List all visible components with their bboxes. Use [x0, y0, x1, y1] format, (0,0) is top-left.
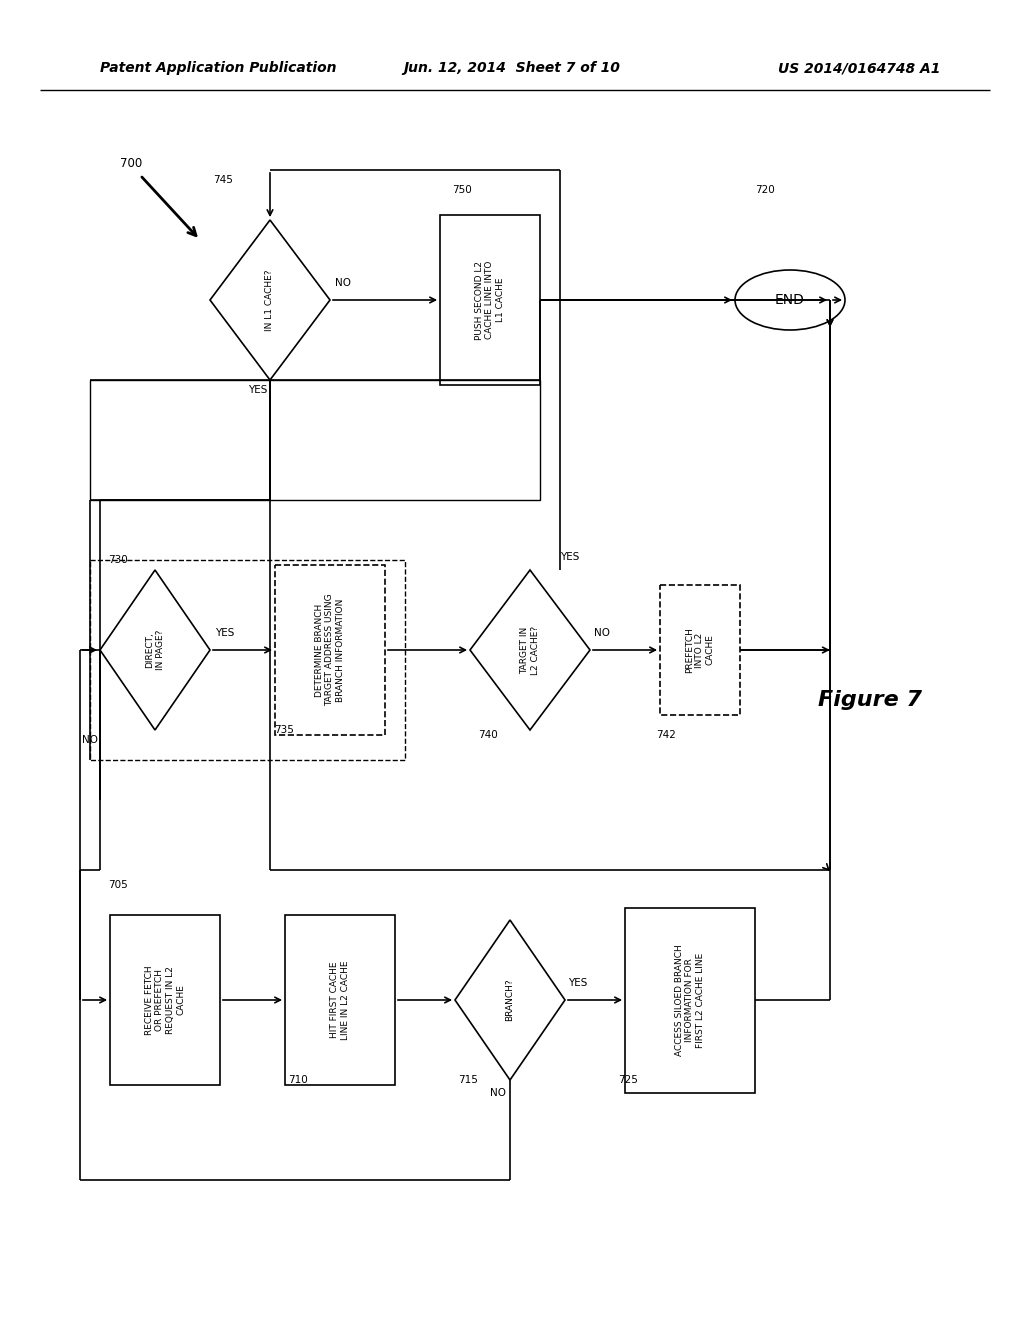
Text: YES: YES: [568, 978, 588, 987]
Text: RECEIVE FETCH
OR PREFETCH
REQUEST IN L2
CACHE: RECEIVE FETCH OR PREFETCH REQUEST IN L2 …: [145, 965, 185, 1035]
Text: 700: 700: [120, 157, 142, 170]
Text: DETERMINE BRANCH
TARGET ADDRESS USING
BRANCH INFORMATION: DETERMINE BRANCH TARGET ADDRESS USING BR…: [315, 594, 345, 706]
Text: DIRECT,
IN PAGE?: DIRECT, IN PAGE?: [145, 630, 165, 671]
Text: 730: 730: [108, 554, 128, 565]
Text: US 2014/0164748 A1: US 2014/0164748 A1: [777, 61, 940, 75]
Text: 720: 720: [755, 185, 775, 195]
Polygon shape: [210, 220, 330, 380]
Text: 742: 742: [656, 730, 676, 741]
Text: 725: 725: [618, 1074, 638, 1085]
Text: NO: NO: [594, 628, 610, 638]
Text: PREFETCH
INTO L2
CACHE: PREFETCH INTO L2 CACHE: [685, 627, 715, 673]
Text: ACCESS SILOED BRANCH
INFORMATION FOR
FIRST L2 CACHE LINE: ACCESS SILOED BRANCH INFORMATION FOR FIR…: [675, 944, 705, 1056]
Text: 710: 710: [288, 1074, 308, 1085]
Ellipse shape: [735, 271, 845, 330]
Text: PUSH SECOND L2
CACHE LINE INTO
L1 CACHE: PUSH SECOND L2 CACHE LINE INTO L1 CACHE: [475, 260, 505, 339]
Text: Patent Application Publication: Patent Application Publication: [100, 61, 337, 75]
Text: YES: YES: [215, 628, 234, 638]
Polygon shape: [455, 920, 565, 1080]
Text: NO: NO: [490, 1088, 506, 1098]
Text: NO: NO: [82, 735, 98, 744]
Polygon shape: [470, 570, 590, 730]
FancyBboxPatch shape: [440, 215, 540, 385]
Text: 715: 715: [458, 1074, 478, 1085]
Text: 745: 745: [213, 176, 232, 185]
Text: 735: 735: [274, 725, 294, 735]
Text: HIT FIRST CACHE
LINE IN L2 CACHE: HIT FIRST CACHE LINE IN L2 CACHE: [331, 960, 350, 1040]
Polygon shape: [100, 570, 210, 730]
Text: BRANCH?: BRANCH?: [506, 978, 514, 1022]
FancyBboxPatch shape: [275, 565, 385, 735]
Text: IN L1 CACHE?: IN L1 CACHE?: [265, 269, 274, 331]
Text: Jun. 12, 2014  Sheet 7 of 10: Jun. 12, 2014 Sheet 7 of 10: [403, 61, 621, 75]
FancyBboxPatch shape: [285, 915, 395, 1085]
FancyBboxPatch shape: [625, 908, 755, 1093]
Text: END: END: [775, 293, 805, 308]
Text: YES: YES: [248, 385, 267, 395]
Text: TARGET IN
L2 CACHE?: TARGET IN L2 CACHE?: [520, 626, 540, 675]
FancyBboxPatch shape: [660, 585, 740, 715]
Text: 705: 705: [108, 880, 128, 890]
Text: 740: 740: [478, 730, 498, 741]
Text: Figure 7: Figure 7: [818, 690, 922, 710]
Text: 750: 750: [452, 185, 472, 195]
FancyBboxPatch shape: [110, 915, 220, 1085]
Text: YES: YES: [560, 552, 580, 562]
Text: NO: NO: [335, 279, 351, 288]
